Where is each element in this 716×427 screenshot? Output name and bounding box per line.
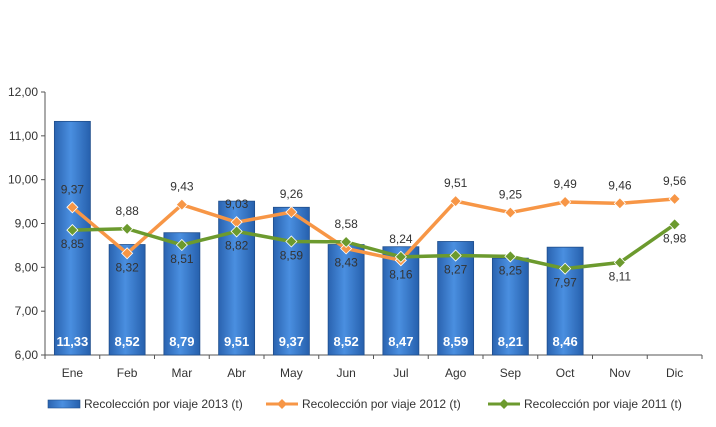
data-point-marker [340,242,353,255]
bar-value-label: 8,46 [552,334,577,349]
point-value-label: 9,49 [553,177,577,191]
bars [53,120,584,356]
data-point-marker [504,250,517,263]
legend-swatch [47,399,81,409]
data-point-marker [504,206,517,219]
x-tick-label: Ene [62,366,84,380]
x-tick-label: Ago [445,366,467,380]
data-point-marker [121,247,134,260]
bar [53,120,91,356]
data-point-marker [613,256,626,269]
data-point-marker [668,218,681,231]
bar-value-label: 8,59 [443,334,468,349]
bar-value-label: 8,79 [169,334,194,349]
point-value-label: 9,46 [608,178,632,192]
bar-value-label: 9,37 [279,334,304,349]
x-tick-label: Sep [500,366,522,380]
data-point-marker [285,206,298,219]
bar-value-label: 9,51 [224,334,249,349]
data-point-marker [175,198,188,211]
data-point-marker [613,197,626,210]
bar [163,232,201,356]
lines [66,192,681,275]
legend-label: Recolección por viaje 2013 (t) [84,397,243,411]
data-point-marker [449,195,462,208]
x-tick-label: Jun [336,366,355,380]
point-value-label: 8,85 [61,237,85,251]
bar-value-label: 8,21 [498,334,523,349]
point-value-label: 9,25 [499,188,523,202]
y-tick-label: 6,00 [15,348,39,362]
data-point-marker [559,195,572,209]
y-tick-label: 9,00 [15,217,39,231]
y-tick-label: 12,00 [8,85,38,99]
x-tick-label: Nov [609,366,630,380]
point-value-label: 8,98 [663,231,687,245]
y-tick-label: 7,00 [15,304,39,318]
legend-marker [277,399,287,409]
point-value-label: 9,03 [225,197,249,211]
point-value-label: 9,51 [444,176,468,190]
data-point-marker [449,249,462,262]
series-line [72,222,676,271]
bar-value-label: 8,52 [114,334,139,349]
bar [108,244,146,356]
bar [491,257,529,356]
axes: 6,00 7,00 8,00 9,00 10,00 11,00 12,00 Ene Feb Mar… [8,85,703,380]
legend-marker [499,399,509,409]
point-value-label: 9,26 [280,187,304,201]
data-point-marker [285,235,298,248]
data-point-marker [66,224,79,237]
legend-label: Recolección por viaje 2011 (t) [524,397,682,411]
y-tick-label: 10,00 [8,173,38,187]
x-tick-label: May [280,366,303,380]
point-value-label: 8,82 [225,238,249,252]
point-value-label: 9,56 [663,174,687,188]
y-tick-label: 8,00 [15,260,39,274]
data-point-marker [175,238,188,252]
data-point-marker [559,262,572,275]
x-tick-label: Dic [666,366,683,380]
point-value-label: 8,43 [334,255,358,269]
point-value-label: 8,25 [499,263,523,277]
point-value-label: 8,88 [115,204,139,218]
x-tick-label: Oct [556,366,575,380]
x-tick-label: Mar [172,366,193,380]
legend: Recolección por viaje 2013 (t) Recolecció… [47,397,682,411]
data-point-marker [66,201,79,214]
bar-value-label: 11,33 [56,334,88,349]
series-line [71,197,675,263]
point-value-label: 7,97 [553,276,577,290]
data-point-marker [394,250,407,263]
point-value-label: 8,58 [334,217,358,231]
x-tick-label: Abr [227,366,246,380]
point-value-label: 8,51 [170,252,194,266]
point-value-label: 9,37 [61,182,85,196]
data-point-marker [121,222,134,235]
x-tick-label: Feb [117,366,138,380]
data-point-marker [340,235,353,248]
bar [327,244,365,356]
y-tick-label: 11,00 [9,129,38,143]
point-value-label: 9,43 [170,180,194,194]
point-value-label: 8,24 [389,232,413,246]
point-value-label: 8,32 [115,260,139,274]
bar-value-label: 8,47 [388,334,413,349]
point-value-label: 8,11 [609,270,632,284]
bar-value-label: 8,52 [333,334,358,349]
point-value-label: 8,27 [444,262,468,276]
point-value-label: 8,59 [280,248,304,262]
data-point-marker [230,225,243,238]
point-value-label: 8,16 [389,267,413,281]
data-labels: 11,33 8,52 8,79 9,51 9,37 8,52 8,47 8,59 8,21 8,4… [56,174,686,349]
data-point-marker [668,192,681,206]
x-tick-label: Jul [393,366,408,380]
legend-label: Recolección por viaje 2012 (t) [302,397,461,411]
bar [272,206,310,356]
